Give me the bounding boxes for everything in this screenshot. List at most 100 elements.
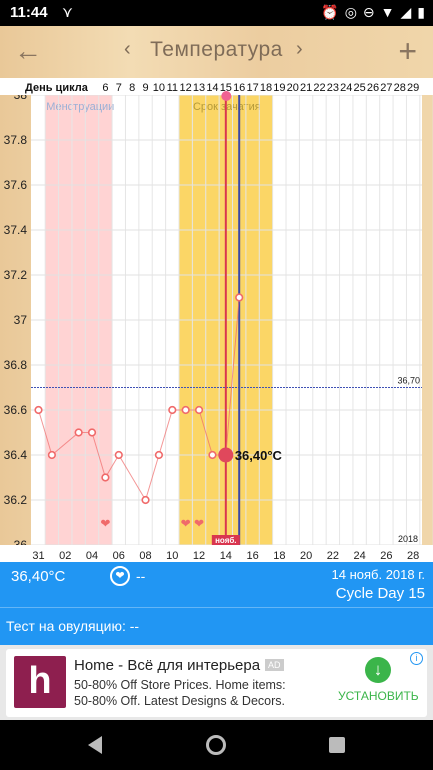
cycle-day-label: 17 — [246, 82, 258, 94]
add-button[interactable]: + — [398, 33, 417, 69]
ad-description-line2: 50-80% Off. Latest Designs & Decors. — [74, 694, 285, 708]
signal-icon: ◢ — [400, 4, 412, 20]
cycle-day-label: 26 — [367, 82, 379, 94]
data-point — [101, 473, 110, 482]
nav-back-icon[interactable] — [88, 736, 102, 754]
cycle-day-label: 22 — [313, 82, 325, 94]
y-tick-label: 36.8 — [4, 358, 28, 372]
intercourse-heart-icon: ❤ — [100, 517, 110, 531]
cycle-day-label: 6 — [102, 82, 108, 94]
selected-temperature: 36,40°C — [11, 568, 66, 585]
today-marker — [221, 91, 232, 101]
y-tick-label: 36.2 — [4, 493, 28, 507]
ad-title-text: Home - Всё для интерьера — [74, 657, 261, 674]
date-tick-label: 10 — [166, 550, 178, 562]
cycle-day: Cycle Day 15 — [335, 585, 425, 602]
data-point — [154, 450, 164, 460]
status-icons: ⏰ ◎ ⊖ ▼ ◢ ▮ — [321, 4, 425, 21]
cycle-day-label: 25 — [353, 82, 365, 94]
data-point — [114, 450, 123, 460]
y-tick-label: 37.8 — [4, 133, 28, 147]
intercourse-heart-icon: ❤ — [194, 517, 204, 531]
ovulation-test-row[interactable]: Тест на овуляцию: -- — [0, 607, 433, 645]
heart-icon[interactable]: ❤ — [110, 566, 130, 586]
data-saver-icon: ◎ — [344, 4, 357, 20]
date-tick-label: 12 — [193, 550, 205, 562]
ad-badge: AD — [265, 659, 284, 671]
cycle-day-label: 8 — [129, 82, 135, 94]
ad-logo: h — [14, 656, 66, 708]
today-month-box — [211, 535, 240, 545]
cycle-day-label: 10 — [153, 82, 165, 94]
date-tick-label: 24 — [353, 550, 365, 562]
y-tick-label: 37.2 — [4, 268, 28, 282]
system-nav-bar — [0, 720, 433, 770]
selected-point-label: 36,40°C — [235, 448, 283, 463]
coverline-label: 36,70 — [397, 376, 420, 386]
download-icon[interactable]: ↓ — [365, 657, 391, 683]
cycle-day-axis-bg — [0, 78, 433, 95]
y-tick-label: 36.6 — [4, 403, 28, 417]
wifi-icon: ▼ — [380, 4, 395, 20]
region-label-1: Срок зачатия — [193, 101, 261, 113]
heart-value: -- — [136, 568, 146, 584]
date-tick-label: 02 — [59, 550, 71, 562]
page-title: Температура — [150, 38, 283, 61]
ad-info-icon[interactable]: i — [410, 652, 423, 665]
date-tick-label: 08 — [139, 550, 151, 562]
previous-chart-button[interactable]: ‹ — [124, 38, 131, 60]
cycle-day-label: 28 — [394, 82, 406, 94]
selected-date: 14 нояб. 2018 г. — [331, 567, 426, 582]
cycle-day-label: 19 — [273, 82, 285, 94]
ad-card[interactable]: h Home - Всё для интерьера AD 50-80% Off … — [6, 649, 427, 717]
data-point — [235, 293, 244, 302]
date-tick-label: 28 — [407, 550, 419, 562]
date-tick-label: 14 — [220, 550, 232, 562]
data-point — [87, 428, 97, 437]
cycle-day-label: 18 — [260, 82, 272, 94]
data-point — [141, 495, 150, 505]
today-month-label: нояб. — [215, 536, 236, 545]
y-tick-label: 37.4 — [4, 223, 28, 237]
nav-home-icon[interactable] — [206, 735, 226, 755]
alarm-icon: ⏰ — [321, 4, 339, 20]
dnd-icon: ⊖ — [362, 4, 375, 20]
ad-title: Home - Всё для интерьера AD — [74, 657, 284, 674]
selected-data-point — [218, 447, 234, 463]
data-point — [74, 428, 83, 437]
cycle-day-label: 11 — [167, 82, 178, 94]
y-tick-label: 37.6 — [4, 178, 28, 192]
ovulation-test-label: Тест на овуляцию: -- — [6, 618, 140, 634]
data-point — [34, 405, 43, 415]
date-tick-label: 20 — [300, 550, 312, 562]
next-chart-button[interactable]: › — [296, 38, 303, 60]
data-point — [47, 450, 56, 460]
cycle-day-label: 12 — [180, 82, 192, 94]
cycle-day-label: 7 — [116, 82, 122, 94]
date-axis-bg — [0, 545, 433, 562]
y-tick-label: 37 — [14, 313, 28, 327]
info-bar: 36,40°C ❤ -- 14 нояб. 2018 г. Cycle Day … — [0, 562, 433, 607]
date-tick-label: 26 — [380, 550, 392, 562]
date-tick-label: 22 — [327, 550, 339, 562]
nav-recents-icon[interactable] — [329, 737, 345, 753]
status-bar: 11:44 ⋎ ⏰ ◎ ⊖ ▼ ◢ ▮ — [0, 0, 433, 26]
y-tick-label: 36.4 — [4, 448, 28, 462]
data-point — [208, 450, 217, 460]
year-label: 2018 — [398, 534, 418, 544]
cycle-day-label: 16 — [233, 82, 245, 94]
date-tick-label: 16 — [246, 550, 258, 562]
cycle-day-label: 24 — [340, 82, 352, 94]
battery-icon: ▮ — [417, 4, 425, 20]
cycle-day-axis-title: День цикла — [25, 82, 89, 94]
cycle-day-label: 14 — [206, 82, 218, 94]
date-tick-label: 18 — [273, 550, 285, 562]
back-button[interactable]: ← — [14, 35, 42, 66]
data-point — [168, 405, 177, 415]
cycle-day-label: 9 — [142, 82, 148, 94]
install-button[interactable]: УСТАНОВИТЬ — [338, 689, 419, 703]
cycle-day-label: 23 — [327, 82, 339, 94]
status-time: 11:44 — [10, 4, 48, 21]
